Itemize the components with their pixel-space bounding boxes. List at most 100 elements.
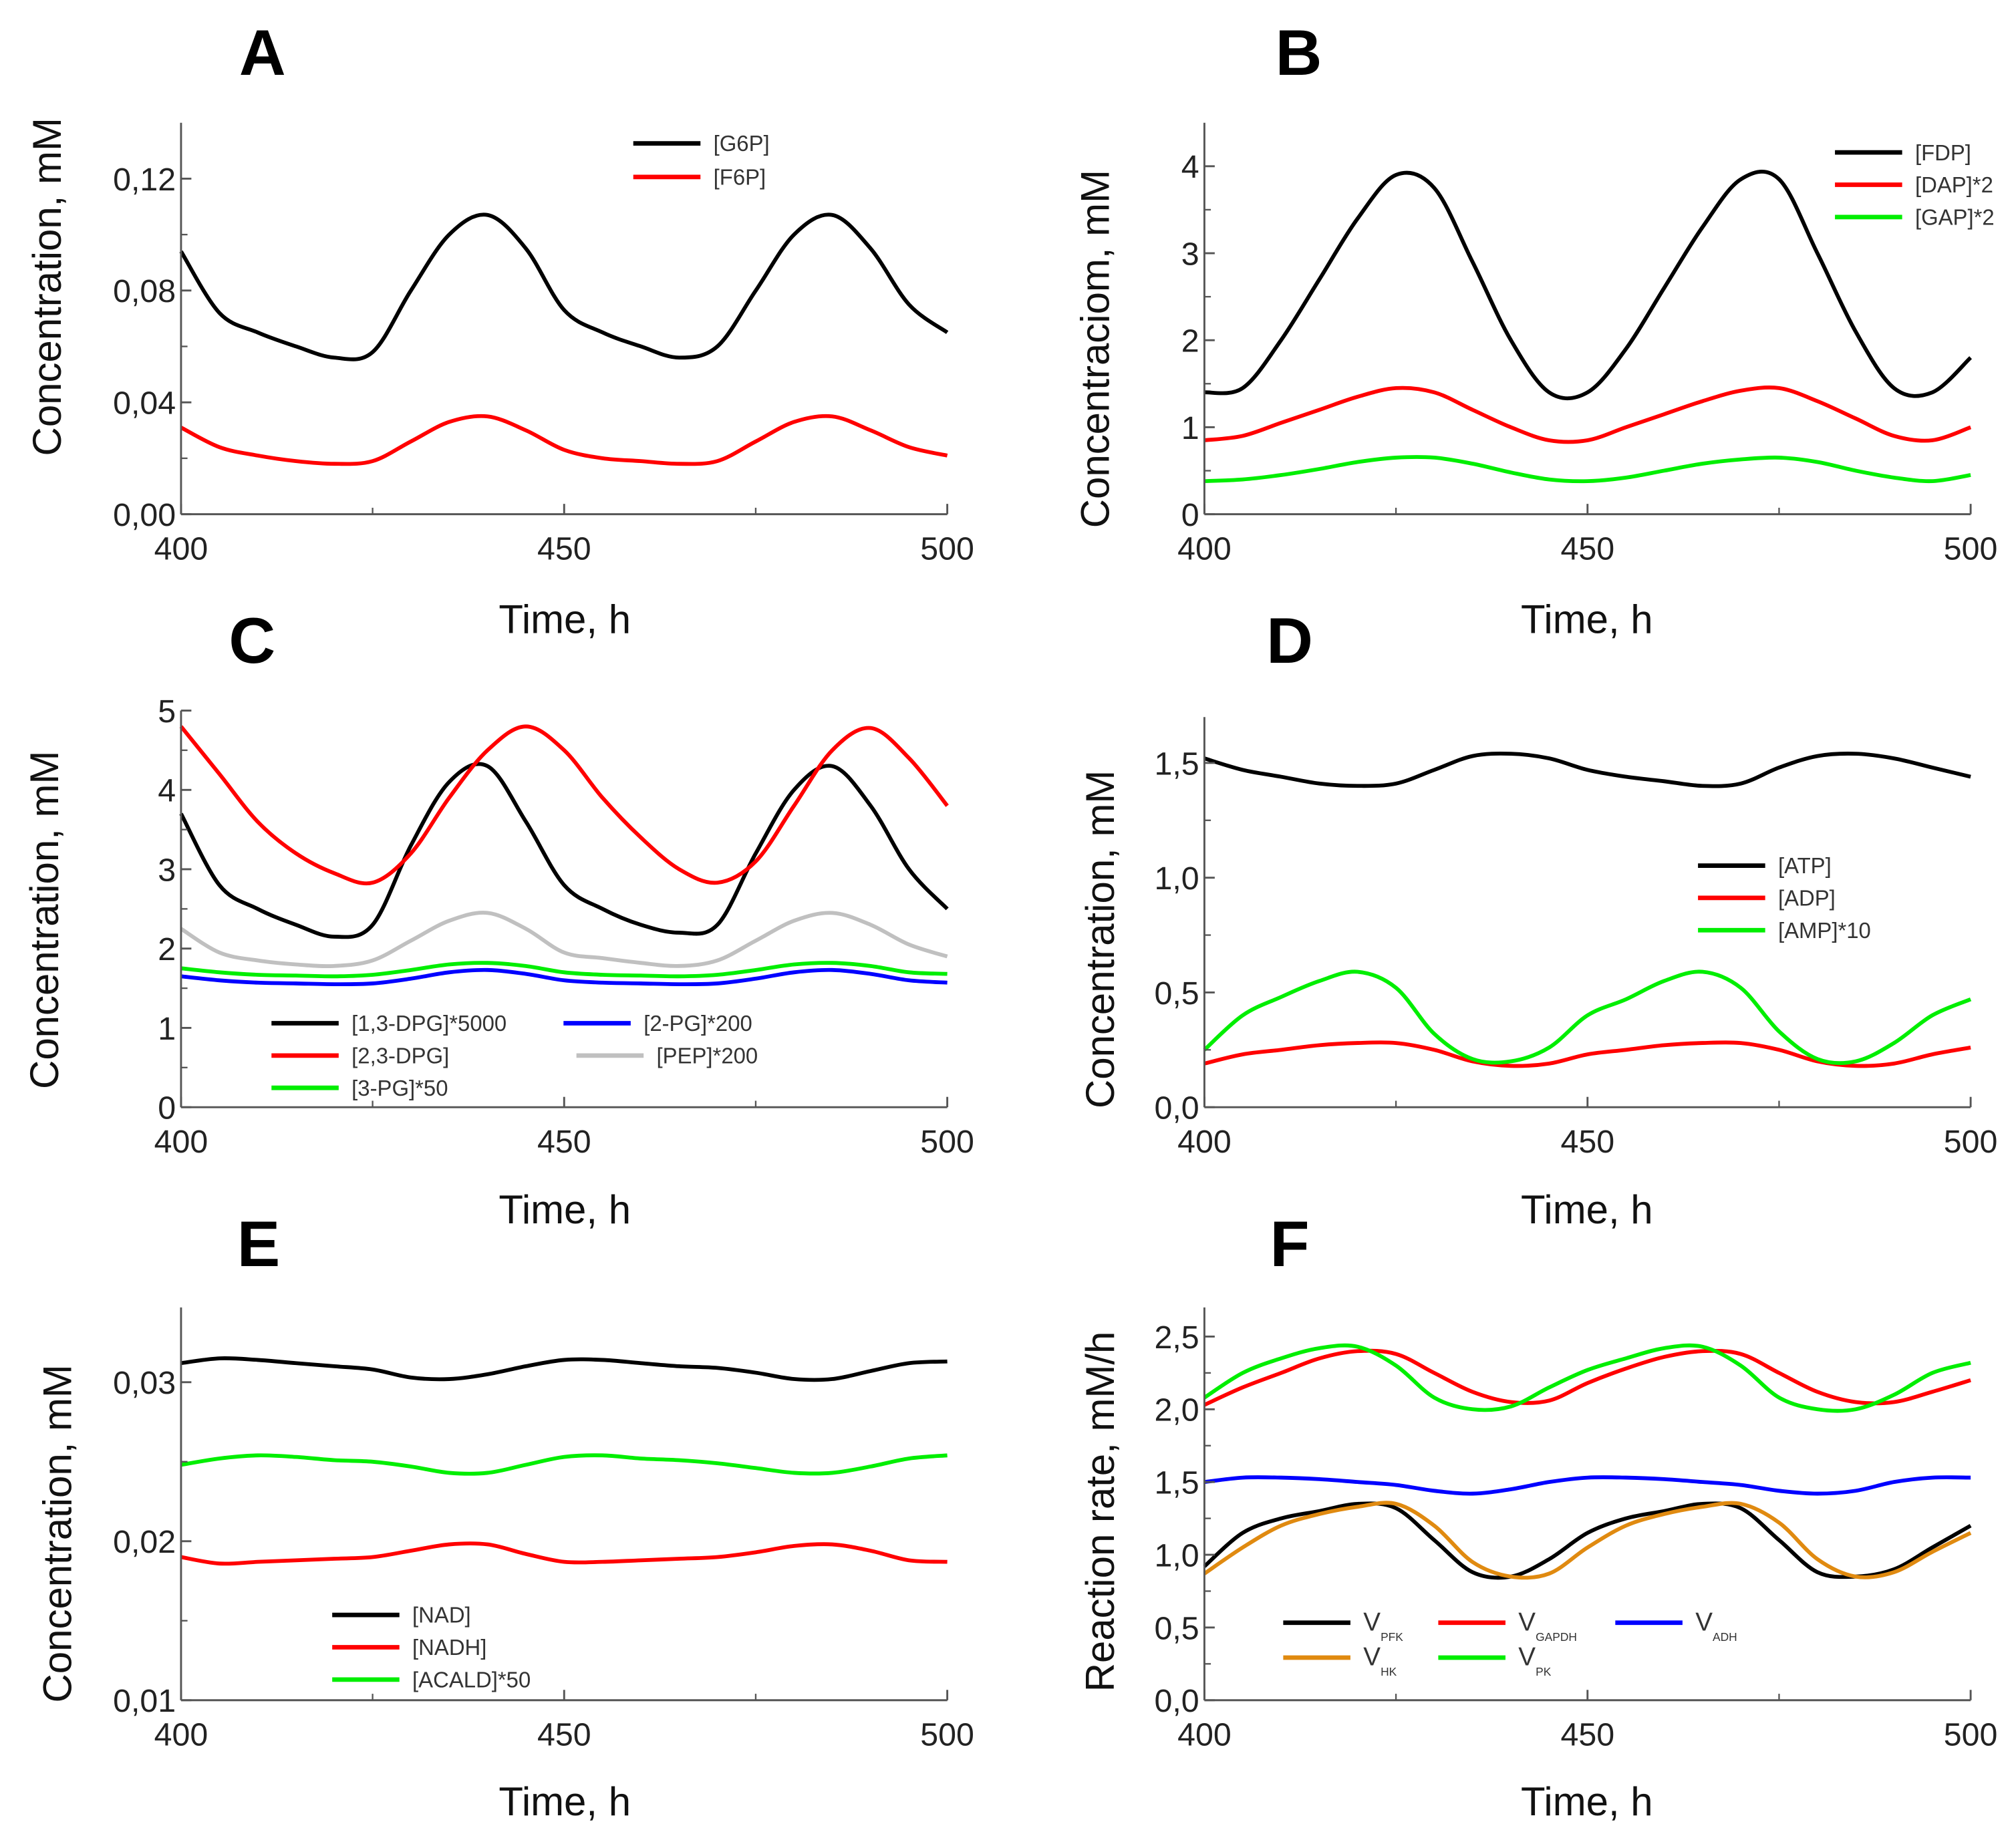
legend-item: [DAP]*2 bbox=[1835, 172, 1993, 197]
y-tick-label: 0,00 bbox=[113, 497, 176, 533]
series-line-gapdh bbox=[1203, 1348, 1971, 1407]
legend-label-text: [NADH] bbox=[412, 1635, 486, 1660]
y-tick-label: 0,01 bbox=[113, 1683, 176, 1719]
y-tick-label: 0,0 bbox=[1155, 1090, 1199, 1126]
legend: [NAD] [NADH] [ACALD]*50 bbox=[332, 1603, 531, 1692]
legend: [1,3-DPG]*5000 [2,3-DPG] [3-PG]*50 [2-PG]*2… bbox=[271, 1011, 758, 1100]
x-tick-label: 450 bbox=[1560, 530, 1614, 567]
y-tick-label: 0,5 bbox=[1155, 1610, 1199, 1646]
panel-c: C 400 450 500 0 1 2 3 4 5 Time, h Concentration, mM… bbox=[22, 605, 974, 1232]
legend-label-text: [DAP]*2 bbox=[1915, 172, 1993, 197]
legend-item: [ATP] bbox=[1698, 853, 1832, 878]
x-tick-label: 400 bbox=[1177, 530, 1232, 567]
panel-letter: B bbox=[1276, 17, 1322, 89]
legend-label: [3-PG]*50 bbox=[351, 1076, 448, 1100]
series-line-pk bbox=[1203, 1343, 1971, 1413]
legend-label-text: [GAP]*2 bbox=[1915, 204, 1995, 229]
legend-label: [F6P] bbox=[714, 165, 766, 190]
legend-label-text: [ADP] bbox=[1778, 886, 1836, 911]
y-tick-label: 0,04 bbox=[113, 386, 176, 422]
legend-label-text: [NAD] bbox=[412, 1603, 471, 1628]
legend-label-subscript: GAPDH bbox=[1536, 1630, 1577, 1644]
legend: [ATP] [ADP] [AMP]*10 bbox=[1698, 853, 1871, 943]
legend-label-subscript: PFK bbox=[1381, 1630, 1403, 1644]
x-axis-label: Time, h bbox=[498, 597, 631, 642]
y-tick-label: 1,0 bbox=[1155, 1537, 1199, 1573]
legend-label: [ACALD]*50 bbox=[412, 1667, 531, 1692]
legend-label-text: [FDP] bbox=[1915, 140, 1971, 165]
legend-label: [PEP]*200 bbox=[657, 1043, 758, 1068]
legend-item: [NADH] bbox=[332, 1635, 486, 1660]
legend-item: VADH bbox=[1615, 1608, 1737, 1644]
y-tick-label: 1 bbox=[158, 1011, 176, 1047]
series-line--pep-200 bbox=[180, 911, 948, 968]
y-tick-label: 4 bbox=[1181, 149, 1199, 185]
panel-d: D 400 450 500 0,0 0,5 1,0 1,5 Time, h Concentrati… bbox=[1078, 605, 1997, 1232]
legend-item: [2,3-DPG] bbox=[271, 1043, 449, 1068]
series-line--atp- bbox=[1203, 751, 1971, 788]
y-tick-label: 0 bbox=[1181, 497, 1199, 533]
legend-label: [NAD] bbox=[412, 1603, 471, 1628]
y-axis-label: Concentration, mM bbox=[25, 118, 69, 456]
legend-item: [F6P] bbox=[633, 165, 766, 190]
y-tick-label: 1 bbox=[1181, 410, 1199, 446]
panel-e: E 400 450 500 0,01 0,02 0,03 Time, h Concentrati… bbox=[35, 1208, 974, 1824]
x-tick-label: 500 bbox=[920, 1124, 974, 1160]
series-line--g6p- bbox=[179, 212, 949, 361]
y-tick-label: 0 bbox=[158, 1090, 176, 1126]
x-tick-label: 500 bbox=[920, 530, 974, 567]
legend-item: [GAP]*2 bbox=[1835, 204, 1995, 229]
legend-label: [1,3-DPG]*5000 bbox=[351, 1011, 507, 1036]
y-axis-label: Concentration, mM bbox=[22, 751, 67, 1089]
legend-label: VADH bbox=[1695, 1608, 1737, 1643]
series-line--gap-2 bbox=[1204, 455, 1971, 484]
legend-label-text: [ACALD]*50 bbox=[412, 1667, 531, 1692]
x-tick-label: 450 bbox=[1560, 1124, 1614, 1160]
legend-label-text: [2-PG]*200 bbox=[643, 1011, 752, 1036]
legend-item: [AMP]*10 bbox=[1698, 918, 1871, 943]
legend-label: [2,3-DPG] bbox=[351, 1043, 449, 1068]
panel-letter: C bbox=[229, 605, 275, 677]
legend-label: VPK bbox=[1518, 1643, 1551, 1678]
x-tick-label: 500 bbox=[920, 1716, 974, 1752]
y-tick-label: 0,02 bbox=[113, 1524, 176, 1560]
legend-label-text: V bbox=[1363, 1608, 1381, 1636]
x-tick-label: 500 bbox=[1944, 1716, 1998, 1752]
x-tick-label: 450 bbox=[1560, 1716, 1614, 1752]
legend-label: [DAP]*2 bbox=[1915, 172, 1993, 197]
legend-item: VPK bbox=[1438, 1643, 1552, 1678]
y-tick-label: 0,5 bbox=[1155, 975, 1199, 1012]
legend-label-text: V bbox=[1518, 1608, 1536, 1636]
x-tick-label: 450 bbox=[537, 1716, 591, 1752]
series-line--2-pg-200 bbox=[180, 967, 948, 987]
legend-label-text: [1,3-DPG]*5000 bbox=[351, 1011, 507, 1036]
legend-item: [1,3-DPG]*5000 bbox=[271, 1011, 507, 1036]
series-line--1-3-dpg-5000 bbox=[179, 762, 949, 939]
legend-item: [FDP] bbox=[1835, 140, 1971, 165]
legend-item: [3-PG]*50 bbox=[271, 1076, 448, 1100]
legend-item: [NAD] bbox=[332, 1603, 471, 1628]
y-tick-label: 0,0 bbox=[1155, 1683, 1199, 1719]
y-tick-label: 1,5 bbox=[1155, 746, 1199, 782]
y-tick-label: 1,0 bbox=[1155, 861, 1199, 897]
series-line-adh bbox=[1204, 1475, 1971, 1496]
legend-item: [ACALD]*50 bbox=[332, 1667, 531, 1692]
x-axis-label: Time, h bbox=[1521, 1187, 1653, 1232]
legend-label-subscript: ADH bbox=[1713, 1630, 1737, 1644]
legend-item: VHK bbox=[1283, 1643, 1397, 1678]
legend-label-text: [3-PG]*50 bbox=[351, 1076, 448, 1100]
legend-label: [ATP] bbox=[1778, 853, 1832, 878]
legend-item: VGAPDH bbox=[1438, 1608, 1577, 1644]
panel-letter: E bbox=[237, 1208, 280, 1280]
legend-label-text: [ATP] bbox=[1778, 853, 1832, 878]
x-axis-label: Time, h bbox=[498, 1779, 631, 1824]
y-tick-label: 3 bbox=[158, 852, 176, 888]
y-tick-label: 4 bbox=[158, 773, 176, 809]
legend-label: VGAPDH bbox=[1518, 1608, 1577, 1643]
series-line--nadh- bbox=[180, 1541, 948, 1566]
x-tick-label: 400 bbox=[154, 1124, 208, 1160]
legend: [G6P] [F6P] bbox=[633, 131, 770, 190]
y-tick-label: 5 bbox=[158, 694, 176, 730]
x-tick-label: 500 bbox=[1944, 1124, 1998, 1160]
